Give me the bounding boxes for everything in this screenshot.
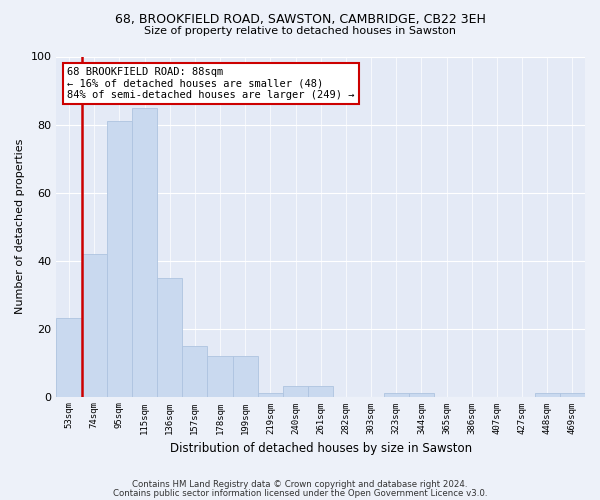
Bar: [56, 318, 82, 396]
Bar: [409, 393, 434, 396]
Y-axis label: Number of detached properties: Number of detached properties: [15, 139, 25, 314]
Bar: [208, 356, 233, 397]
X-axis label: Distribution of detached houses by size in Sawston: Distribution of detached houses by size …: [170, 442, 472, 455]
Bar: [560, 393, 585, 396]
Text: Size of property relative to detached houses in Sawston: Size of property relative to detached ho…: [144, 26, 456, 36]
Bar: [283, 386, 308, 396]
Text: Contains HM Land Registry data © Crown copyright and database right 2024.: Contains HM Land Registry data © Crown c…: [132, 480, 468, 489]
Bar: [233, 356, 258, 397]
Bar: [82, 254, 107, 396]
Bar: [132, 108, 157, 397]
Bar: [107, 121, 132, 396]
Text: 68, BROOKFIELD ROAD, SAWSTON, CAMBRIDGE, CB22 3EH: 68, BROOKFIELD ROAD, SAWSTON, CAMBRIDGE,…: [115, 12, 485, 26]
Text: 68 BROOKFIELD ROAD: 88sqm
← 16% of detached houses are smaller (48)
84% of semi-: 68 BROOKFIELD ROAD: 88sqm ← 16% of detac…: [67, 66, 355, 100]
Bar: [308, 386, 333, 396]
Bar: [258, 393, 283, 396]
Bar: [182, 346, 208, 397]
Bar: [157, 278, 182, 396]
Text: Contains public sector information licensed under the Open Government Licence v3: Contains public sector information licen…: [113, 488, 487, 498]
Bar: [383, 393, 409, 396]
Bar: [535, 393, 560, 396]
